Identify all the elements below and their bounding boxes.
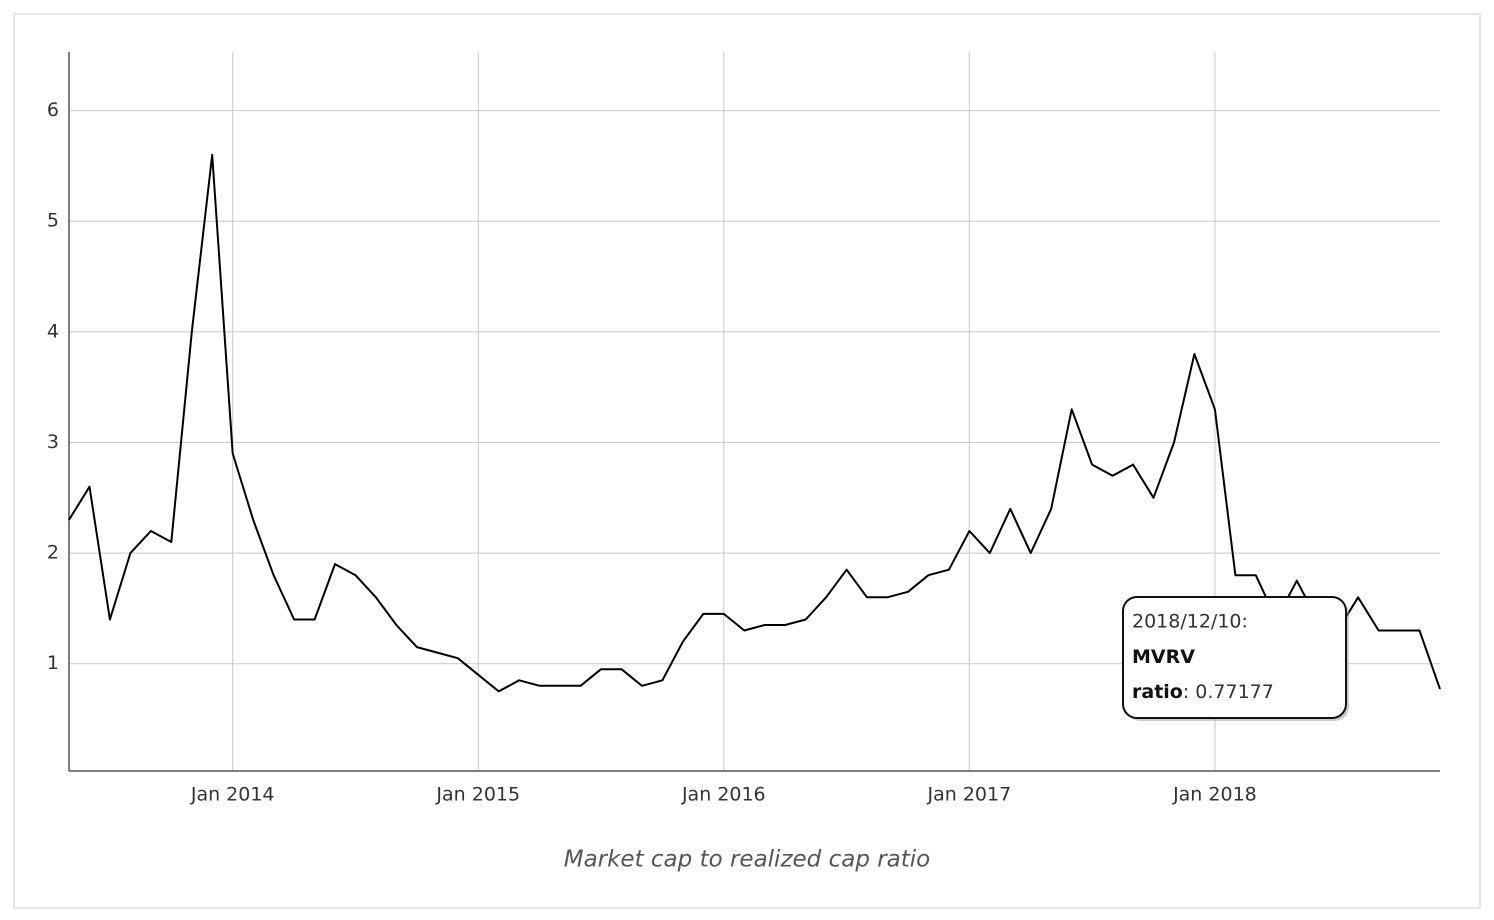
chart-title: Market cap to realized cap ratio	[564, 847, 931, 873]
tooltip-box	[1122, 596, 1347, 719]
y-tick-label: 3	[47, 431, 59, 453]
y-tick-label: 1	[47, 652, 59, 674]
frame	[13, 13, 1481, 909]
x-tick-label: Jan 2014	[190, 784, 275, 806]
tooltip: 2018/12/10: MVRV ratio: 0.77177	[1122, 596, 1349, 721]
y-tick-label: 5	[47, 210, 59, 232]
tooltip-title: 2018/12/10:	[1132, 611, 1248, 633]
y-tick-label: 2	[47, 542, 59, 564]
y-tick-label: 6	[47, 99, 59, 121]
tooltip-name: MVRV	[1132, 646, 1195, 668]
x-tick-label: Jan 2016	[681, 784, 766, 806]
tooltip-value: : 0.77177	[1183, 681, 1274, 703]
tooltip-name: ratio: 0.77177	[1132, 681, 1274, 703]
x-tick-label: Jan 2015	[435, 784, 520, 806]
x-tick-label: Jan 2017	[927, 784, 1012, 806]
x-tick-label: Jan 2018	[1172, 784, 1257, 806]
y-tick-label: 4	[47, 320, 59, 342]
tooltip-name-line: MVRV	[1132, 646, 1195, 668]
data-line	[68, 153, 1441, 693]
tooltip-name-line: ratio	[1132, 681, 1183, 703]
